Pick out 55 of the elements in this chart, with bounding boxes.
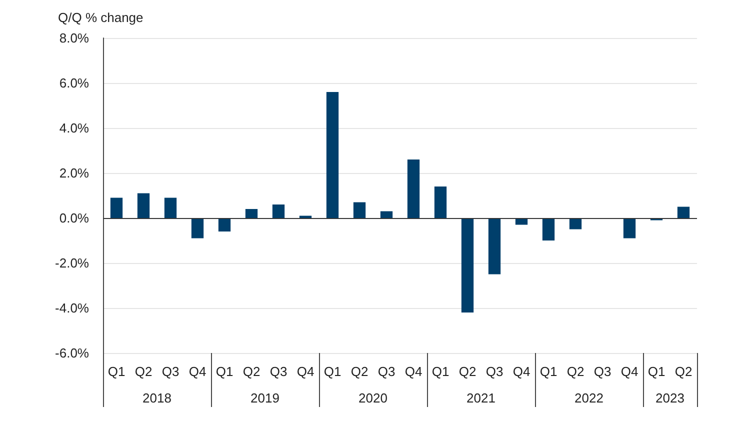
- text: 2020: [358, 390, 388, 406]
- y-tick-label: -6.0%: [55, 346, 90, 360]
- bar: [218, 218, 231, 232]
- y-axis-title: Q/Q % change: [58, 10, 144, 25]
- text: 2019: [250, 390, 280, 406]
- x-tick-label: Q1: [648, 364, 666, 379]
- bar: [434, 186, 447, 218]
- bar: [569, 218, 582, 230]
- x-tick-label: Q1: [432, 364, 450, 379]
- bar: [353, 202, 366, 218]
- x-tick-label: Q3: [162, 364, 180, 379]
- y-tick-label: 2.0%: [59, 166, 90, 180]
- y-tick-label: -2.0%: [55, 256, 90, 270]
- y-tick-label: 8.0%: [59, 30, 90, 46]
- bar: [326, 92, 339, 218]
- x-tick-label: Q4: [296, 364, 314, 379]
- bar: [542, 218, 555, 240]
- x-tick-label: Q2: [566, 364, 584, 379]
- x-tick-label: Q2: [350, 364, 368, 379]
- bar: [137, 193, 150, 218]
- x-tick-label: Q1: [540, 364, 558, 379]
- x-tick-label: Q4: [188, 364, 206, 379]
- bar: [407, 160, 420, 218]
- bar: [380, 211, 393, 218]
- bar: [677, 206, 690, 218]
- bar: [191, 218, 204, 238]
- text: 2021: [466, 390, 496, 406]
- x-tick-label: Q1: [324, 364, 342, 379]
- x-tick-label: Q3: [486, 364, 504, 379]
- text: 2023: [656, 390, 684, 406]
- bar: [623, 218, 636, 238]
- x-tick-label: Q4: [404, 364, 422, 379]
- x-tick-label: Q2: [674, 364, 692, 379]
- x-tick-label: Q4: [512, 364, 530, 379]
- bar: [164, 198, 177, 218]
- x-tick-label: Q1: [216, 364, 234, 379]
- text: 2022: [574, 390, 604, 406]
- x-tick-label: Q2: [458, 364, 476, 379]
- y-tick-label: -4.0%: [55, 300, 90, 316]
- x-tick-label: Q2: [242, 364, 260, 379]
- x-tick-label: Q3: [594, 364, 612, 379]
- y-tick-label: 6.0%: [59, 76, 90, 90]
- bar: [272, 204, 285, 218]
- y-tick-label: 0.0%: [59, 210, 90, 226]
- x-tick-label: Q2: [134, 364, 152, 379]
- y-tick-label: 4.0%: [59, 120, 90, 136]
- x-tick-label: Q3: [270, 364, 288, 379]
- bar: [488, 218, 501, 274]
- x-tick-label: Q1: [108, 364, 126, 379]
- text: 2018: [142, 390, 172, 406]
- x-tick-label: Q3: [378, 364, 396, 379]
- bar: [245, 209, 258, 218]
- x-tick-label: Q4: [620, 364, 638, 379]
- bar: [461, 218, 474, 312]
- bar: [110, 198, 123, 218]
